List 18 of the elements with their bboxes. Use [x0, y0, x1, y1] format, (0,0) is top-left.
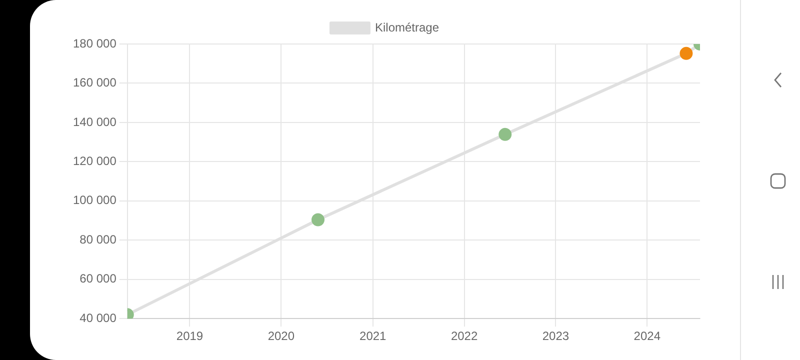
point: [680, 46, 693, 60]
y-tick-label: 160 000: [72, 76, 117, 90]
x-tick-label: 2022: [450, 329, 478, 344]
point: [312, 213, 324, 226]
y-tick-label: 60 000: [80, 272, 117, 286]
x-tick-label: 2019: [176, 329, 204, 344]
y-tick-label: 80 000: [80, 232, 117, 246]
legend-label: Kilométrage: [374, 20, 440, 34]
x-tick-label: 2024: [634, 329, 661, 344]
x-tick-label: 2021: [360, 329, 387, 344]
y-tick-label: 180 000: [72, 36, 117, 50]
y-tick-label: 140 000: [72, 114, 117, 129]
y-tick-label: 120 000: [72, 154, 117, 168]
y-tick-label: 100 000: [72, 193, 117, 208]
y-tick-label: 40 000: [80, 310, 117, 325]
point: [498, 128, 512, 141]
x-tick-label: 2023: [542, 329, 570, 344]
x-tick-label: 2020: [268, 329, 295, 344]
